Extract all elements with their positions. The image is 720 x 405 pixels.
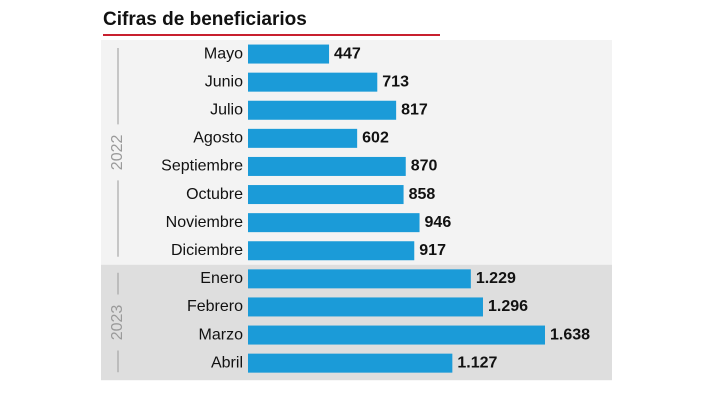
bar: [248, 44, 330, 64]
value-label: 1.296: [488, 298, 528, 315]
bar: [248, 269, 471, 289]
bar: [248, 353, 453, 373]
category-label: Octubre: [186, 186, 243, 203]
bar: [248, 100, 397, 120]
bar: [248, 185, 404, 205]
value-label: 447: [334, 45, 361, 62]
value-label: 1.127: [457, 354, 497, 371]
bar: [248, 72, 378, 92]
chart-title: Cifras de beneficiarios: [103, 9, 307, 30]
bar: [248, 325, 545, 345]
category-label: Mayo: [204, 45, 243, 62]
value-label: 1.229: [476, 270, 516, 287]
bar: [248, 128, 358, 148]
category-label: Septiembre: [161, 158, 243, 175]
category-label: Noviembre: [166, 214, 243, 231]
category-label: Agosto: [193, 130, 243, 147]
value-label: 858: [409, 186, 436, 203]
category-label: Julio: [210, 101, 243, 118]
group-label: 2023: [109, 305, 126, 341]
category-label: Abril: [211, 354, 243, 371]
category-label: Marzo: [199, 326, 244, 343]
category-label: Febrero: [187, 298, 243, 315]
value-label: 917: [419, 242, 446, 259]
value-label: 870: [411, 158, 438, 175]
bar: [248, 213, 420, 233]
category-label: Diciembre: [171, 242, 243, 259]
value-label: 1.638: [550, 326, 590, 343]
value-label: 946: [425, 214, 452, 231]
category-label: Enero: [200, 270, 243, 287]
group-label: 2022: [109, 135, 126, 171]
category-label: Junio: [205, 73, 243, 90]
value-label: 817: [401, 101, 428, 118]
bar: [248, 241, 415, 261]
value-label: 713: [382, 73, 409, 90]
value-label: 602: [362, 130, 389, 147]
bar: [248, 156, 406, 176]
bar: [248, 297, 483, 317]
